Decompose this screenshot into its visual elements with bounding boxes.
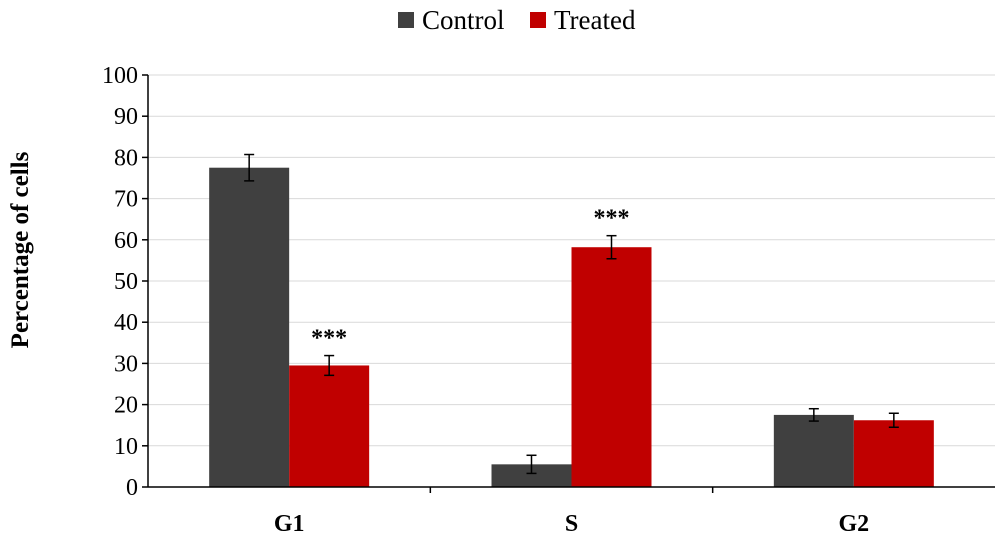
legend-swatch-treated <box>530 12 546 28</box>
bars: *** *** <box>209 153 934 487</box>
legend-item-treated: Treated <box>530 4 636 35</box>
x-tick-label: G1 <box>274 511 305 537</box>
bar-treated-g2 <box>853 420 934 487</box>
bar-treated-g1 <box>289 365 370 487</box>
legend-item-control: Control <box>398 4 505 35</box>
y-tick-label: 70 <box>114 187 138 213</box>
significance-label: *** <box>594 206 630 232</box>
legend-swatch-control <box>398 12 414 28</box>
axes <box>147 75 995 488</box>
legend-label-treated: Treated <box>554 4 636 35</box>
x-tick-label: S <box>565 511 578 537</box>
legend: Control Treated <box>0 4 1000 36</box>
bar-control-g1 <box>209 167 290 487</box>
y-axis-label: Percentage of cells <box>7 151 34 348</box>
y-tick-label: 50 <box>114 269 138 295</box>
bar-control-g2 <box>773 414 854 487</box>
y-tick-label: 30 <box>114 351 138 377</box>
y-tick-label: 20 <box>114 393 138 419</box>
y-tick-label: 90 <box>114 104 138 130</box>
significance-label: *** <box>311 326 347 352</box>
y-tick-label: 0 <box>126 475 138 501</box>
y-tick-label: 100 <box>102 63 138 89</box>
y-tick-label: 80 <box>114 145 138 171</box>
bar-treated-s <box>571 247 652 487</box>
y-tick-label: 10 <box>114 434 138 460</box>
x-tick-label: G2 <box>838 511 869 537</box>
legend-label-control: Control <box>422 4 505 35</box>
y-tick-label: 40 <box>114 310 138 336</box>
y-axis-ticks: 0 10 20 30 40 50 60 70 80 90 100 <box>102 63 148 501</box>
x-axis-ticks: G1 S G2 <box>274 487 869 537</box>
y-tick-label: 60 <box>114 228 138 254</box>
bar-control-s <box>491 464 572 487</box>
